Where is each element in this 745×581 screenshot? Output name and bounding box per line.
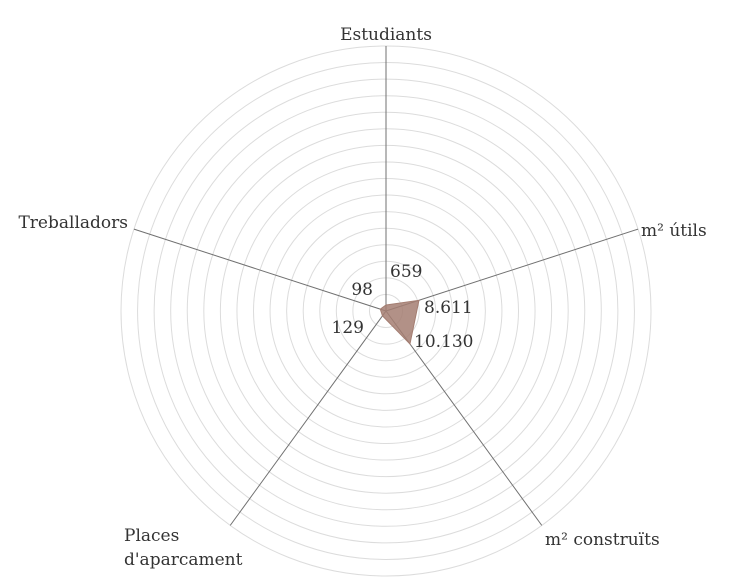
data-polygon [379,299,420,346]
value-label: 659 [390,262,422,282]
data-area [379,299,420,346]
axis-label: Places d'aparcament [124,526,243,570]
value-label: 98 [351,280,373,300]
axis-lines [133,46,639,526]
axis-line [385,228,639,312]
axis-labels: Estudiants m² útils m² construïts Places d'a… [18,25,706,570]
axis-label: m² construïts [545,530,660,550]
axis-label: Estudiants [340,25,432,45]
value-label: 10.130 [414,332,473,352]
axis-label: m² útils [641,221,707,241]
value-label: 8.611 [424,298,473,318]
axis-line [385,310,543,526]
axis-line [229,310,387,526]
value-label: 129 [332,318,364,338]
axis-line [133,228,387,312]
axis-label: Treballadors [18,213,128,233]
